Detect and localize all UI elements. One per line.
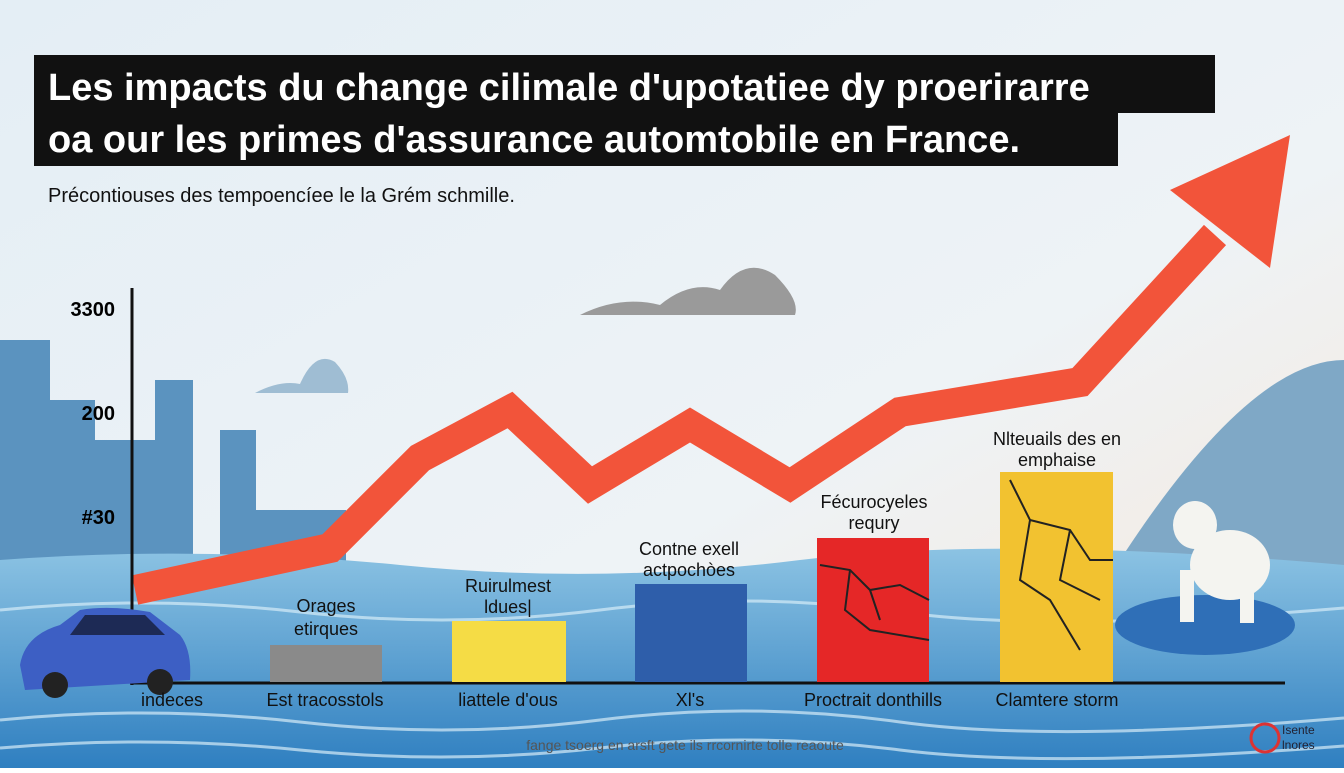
footer: fange tsoerg en arsft gete ils rrcornirt… xyxy=(526,737,844,753)
bar-label: Contne exell xyxy=(639,539,739,559)
bar-label: Fécurocyeles xyxy=(820,492,927,512)
category-label: Clamtere storm xyxy=(995,690,1118,710)
title-box xyxy=(34,110,1118,166)
bar-label: etirques xyxy=(294,619,358,639)
bar-label: requry xyxy=(848,513,899,533)
car-icon xyxy=(20,607,191,698)
logo-text: Isente xyxy=(1282,723,1315,737)
logo-icon xyxy=(1249,722,1281,754)
city-silhouette xyxy=(0,340,346,570)
cracks xyxy=(819,479,1113,651)
arrow-head xyxy=(1170,135,1290,268)
category-label: liattele d'ous xyxy=(458,690,558,710)
bar xyxy=(270,645,382,682)
category-label: indeces xyxy=(141,690,203,710)
bar-label: Orages xyxy=(296,596,355,616)
hill xyxy=(1120,360,1344,600)
category-label: Xl's xyxy=(676,690,704,710)
logo-text: lnores xyxy=(1282,738,1315,752)
cloud xyxy=(255,358,349,393)
bar-label: ldues| xyxy=(484,597,532,617)
title-box xyxy=(34,55,1215,113)
axis-label: #30 xyxy=(82,507,115,529)
axis-label: 200 xyxy=(82,403,115,425)
cloud xyxy=(580,267,796,315)
axis-label: 3300 xyxy=(71,299,116,321)
category-label: Proctrait donthills xyxy=(804,690,942,710)
title: Les impacts du change cilimale d'upotati… xyxy=(48,67,1090,109)
bear-icon xyxy=(1173,501,1270,623)
category-label: Est tracosstols xyxy=(266,690,383,710)
bar xyxy=(635,584,747,682)
bar xyxy=(1000,472,1113,682)
bar-label: Nlteuails des en xyxy=(993,429,1121,449)
ice-floe xyxy=(1115,595,1295,655)
trend-arrow xyxy=(131,224,1227,605)
subtitle: Précontiouses des tempoencíee le la Grém… xyxy=(48,185,515,207)
bar-label: Ruirulmest xyxy=(465,576,551,596)
bar xyxy=(452,621,566,682)
bar-label: actpochòes xyxy=(643,560,735,580)
bar xyxy=(817,538,929,682)
title: oa our les primes d'assurance automtobil… xyxy=(48,119,1020,161)
bar-label: emphaise xyxy=(1018,450,1096,470)
